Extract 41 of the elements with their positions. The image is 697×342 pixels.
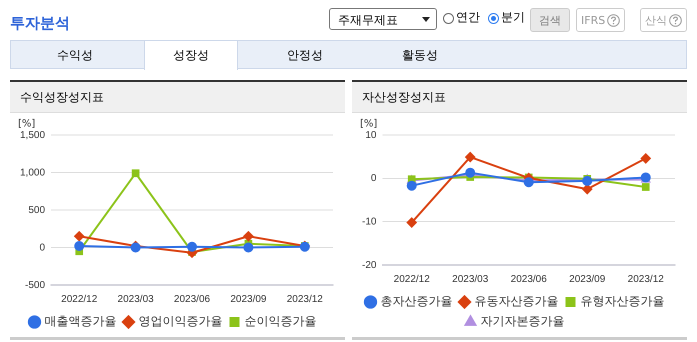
text: 연간 [456, 9, 480, 26]
legend-label: 유동자산증가율 [474, 294, 558, 308]
y-tick-label: -10 [362, 216, 377, 228]
dropdown-select: 주재무제표 [329, 8, 437, 30]
y-tick-label: -500 [25, 280, 46, 291]
y-tick-label: 0 [39, 242, 46, 254]
x-tick-label: 2023/12 [628, 274, 664, 285]
text: 성장성 [144, 40, 238, 70]
x-tick-label: 2022/12 [61, 294, 98, 305]
y-tick-label: 10 [365, 130, 377, 141]
y-axis-title: [%] [18, 118, 36, 130]
legend-label: 자기자본증가율 [480, 314, 564, 328]
x-tick-label: 2023/12 [286, 294, 324, 305]
legend-label: 유형자산증가율 [580, 294, 664, 308]
x-tick-label: 2023/06 [174, 294, 211, 305]
x-tick-label: 2022/12 [394, 274, 430, 285]
text: 검색 [530, 8, 570, 32]
text: IFRS [581, 14, 606, 27]
legend-label: 매출액증가율 [44, 314, 116, 328]
text: 투자분석 [10, 14, 70, 33]
legend-label: 영업이익증가율 [138, 314, 222, 328]
text: 산식 [645, 14, 667, 27]
y-tick-label: 1,500 [20, 130, 46, 141]
legend-label: 순이익증가율 [244, 314, 316, 328]
text: 수익성 [56, 47, 94, 64]
text: 활동성 [401, 47, 439, 64]
x-tick-label: 2023/03 [118, 294, 154, 305]
y-tick-label: -20 [362, 260, 377, 271]
x-tick-label: 2023/06 [510, 274, 548, 285]
x-tick-label: 2023/09 [230, 294, 267, 305]
y-axis-title: [%] [360, 118, 378, 130]
chart-title: 자산성장성지표 [352, 82, 687, 113]
x-tick-label: 2023/03 [452, 274, 489, 285]
text: 분기 [501, 9, 525, 26]
y-tick-label: 0 [370, 173, 377, 184]
legend-label: 총자산증가율 [380, 294, 452, 308]
y-tick-label: 1,000 [20, 167, 46, 178]
text: 안정성 [286, 47, 324, 64]
chart-title: 수익성장성지표 [10, 82, 345, 113]
x-tick-label: 2023/09 [569, 274, 606, 285]
y-tick-label: 500 [28, 204, 46, 216]
